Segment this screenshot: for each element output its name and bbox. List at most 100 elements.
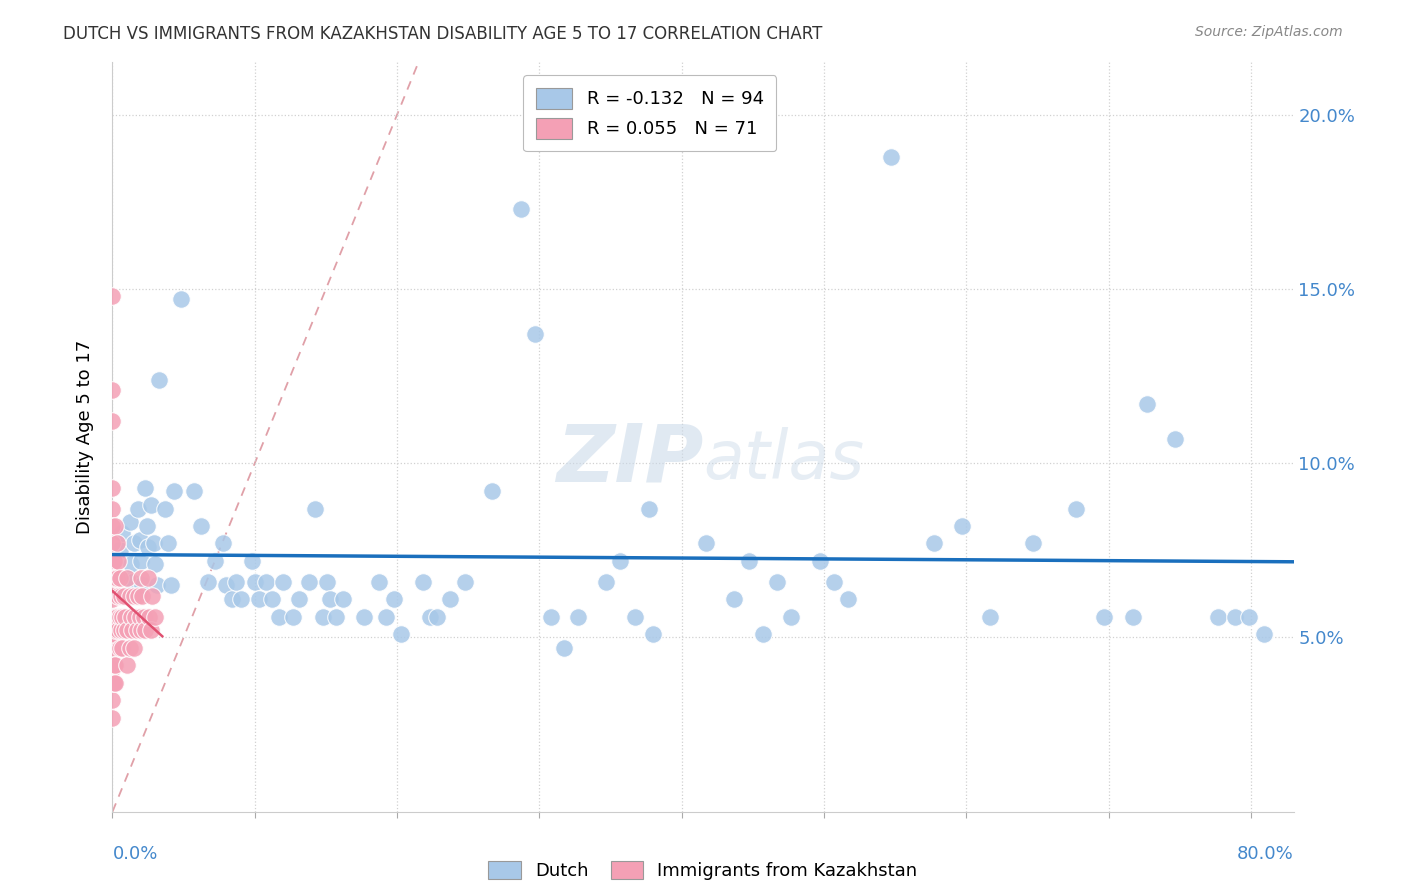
Point [780,609,803,624]
Point [247,592,270,607]
Point [101,711,124,725]
Point [104,519,127,533]
Point [509,202,531,216]
Point [737,554,759,568]
Point [304,501,326,516]
Point [148,373,170,387]
Legend: Dutch, Immigrants from Kazakhstan: Dutch, Immigrants from Kazakhstan [481,854,925,888]
Point [367,574,389,589]
Point [145,578,167,592]
Point [101,693,124,707]
Point [1022,536,1045,550]
Point [643,627,665,641]
Point [823,574,845,589]
Point [319,592,342,607]
Point [114,609,136,624]
Point [129,571,152,585]
Point [979,609,1001,624]
Point [128,533,150,547]
Point [108,571,131,585]
Text: 0.0%: 0.0% [112,846,157,863]
Point [524,327,547,342]
Point [101,571,124,585]
Point [105,571,128,585]
Point [115,571,138,585]
Point [623,609,645,624]
Point [103,554,125,568]
Point [101,627,124,641]
Point [104,571,127,585]
Point [101,613,124,627]
Point [101,414,124,428]
Point [129,554,152,568]
Point [136,540,159,554]
Point [101,675,124,690]
Point [766,574,789,589]
Point [136,571,159,585]
Text: Source: ZipAtlas.com: Source: ZipAtlas.com [1195,25,1343,39]
Point [103,627,125,641]
Point [125,624,148,638]
Point [104,624,127,638]
Point [101,574,124,589]
Point [1122,609,1144,624]
Point [111,525,134,540]
Point [104,658,127,673]
Point [101,519,124,533]
Point [107,589,129,603]
Point [101,536,124,550]
Point [139,624,162,638]
Point [101,383,124,397]
Point [112,589,135,603]
Point [752,627,775,641]
Point [141,589,163,603]
Point [118,516,141,530]
Point [122,536,145,550]
Point [225,574,247,589]
Point [107,554,129,568]
Point [374,609,396,624]
Point [101,644,124,658]
Point [240,554,263,568]
Point [156,536,179,550]
Point [131,589,153,603]
Point [112,624,135,638]
Point [101,289,124,303]
Point [695,536,717,550]
Y-axis label: Disability Age 5 to 17: Disability Age 5 to 17 [76,340,94,534]
Point [120,609,142,624]
Point [197,574,219,589]
Point [101,558,124,572]
Point [114,589,136,603]
Point [419,609,441,624]
Point [105,609,128,624]
Point [153,501,176,516]
Point [111,609,134,624]
Point [254,574,277,589]
Point [298,574,321,589]
Point [120,558,142,572]
Point [118,640,141,655]
Point [170,293,193,307]
Point [595,574,617,589]
Point [950,519,973,533]
Point [1253,627,1275,641]
Point [288,592,311,607]
Point [143,609,166,624]
Point [115,624,138,638]
Point [118,589,141,603]
Point [142,536,165,550]
Point [131,578,153,592]
Point [143,558,166,572]
Point [204,554,226,568]
Point [103,675,125,690]
Point [567,609,589,624]
Point [609,554,631,568]
Point [922,536,945,550]
Point [229,592,252,607]
Point [553,640,575,655]
Point [880,149,903,163]
Point [353,609,375,624]
Point [115,658,138,673]
Point [215,578,238,592]
